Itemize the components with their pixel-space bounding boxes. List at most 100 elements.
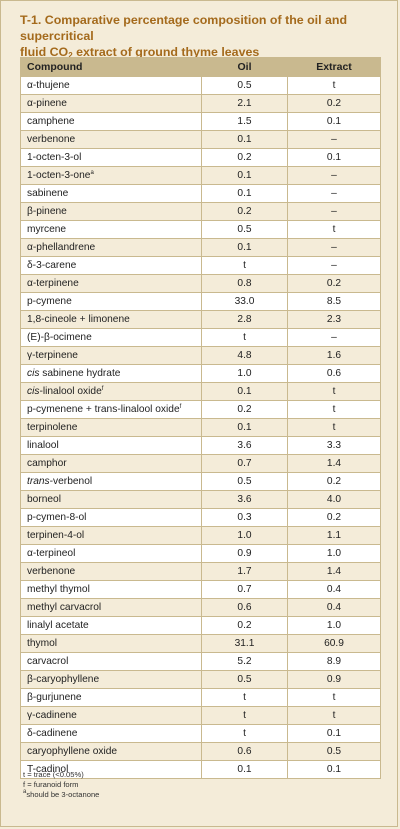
compound-name: β-caryophyllene xyxy=(27,674,100,685)
oil-value-cell: 33.0 xyxy=(201,292,288,311)
table-row: γ-cadinene t t xyxy=(20,706,381,725)
compound-cell: terpinen-4-ol xyxy=(20,526,202,545)
table-row: p-cymenene + trans-linalool oxidef 0.2 t xyxy=(20,400,381,419)
compound-cell: β-caryophyllene xyxy=(20,670,202,689)
compound-cell: α-terpineol xyxy=(20,544,202,563)
oil-value-cell: 4.8 xyxy=(201,346,288,365)
compound-cell: δ-cadinene xyxy=(20,724,202,743)
compound-prefix: cis xyxy=(27,386,40,397)
extract-value-cell: 8.5 xyxy=(287,292,381,311)
extract-value-cell: t xyxy=(287,76,381,95)
table-row: sabinene 0.1– xyxy=(20,184,381,203)
oil-value-cell: 0.7 xyxy=(201,580,288,599)
compound-cell: T-cadinol xyxy=(20,760,202,779)
table-row: trans-verbenol 0.5 0.2 xyxy=(20,472,381,491)
compound-prefix: cis xyxy=(27,368,40,379)
compound-name: linalyl acetate xyxy=(27,620,89,631)
footnote-marker: a xyxy=(23,789,27,795)
oil-value-cell: 0.1 xyxy=(201,166,288,185)
table-row: 1,8-cineole + limonene 2.8 2.3 xyxy=(20,310,381,329)
table-row: verbenone 0.1– xyxy=(20,130,381,149)
compound-cell: β-gurjunene xyxy=(20,688,202,707)
compound-cell: 1-octen-3-ol xyxy=(20,148,202,167)
table-row: α-pinene 2.1 0.2 xyxy=(20,94,381,113)
extract-value-cell: 0.4 xyxy=(287,598,381,617)
extract-value-cell: – xyxy=(287,328,381,347)
oil-value-cell: 1.0 xyxy=(201,526,288,545)
oil-value-cell: 0.5 xyxy=(201,472,288,491)
compound-cell: sabinene xyxy=(20,184,202,203)
extract-value-cell: 1.6 xyxy=(287,346,381,365)
oil-value-cell: 0.5 xyxy=(201,76,288,95)
column-header-compound: Compound xyxy=(20,57,202,77)
extract-value-cell: 4.0 xyxy=(287,490,381,509)
compound-cell: δ-3-carene xyxy=(20,256,202,275)
column-header-extract: Extract xyxy=(287,57,381,77)
table-row: verbenone 1.7 1.4 xyxy=(20,562,381,581)
compound-name: p-cymen-8-ol xyxy=(27,512,87,523)
table-row: 1-octen-3-onea 0.1– xyxy=(20,166,381,185)
compound-name: α-pinene xyxy=(27,98,67,109)
oil-value-cell: 0.5 xyxy=(201,670,288,689)
compound-name: γ-terpinene xyxy=(27,350,78,361)
footnote: ashould be 3-octanone xyxy=(23,789,99,800)
table-row: linalool 3.6 3.3 xyxy=(20,436,381,455)
extract-value-cell: 0.2 xyxy=(287,274,381,293)
footnote: f = furanoid form xyxy=(23,780,79,790)
oil-value-cell: 1.7 xyxy=(201,562,288,581)
table-row: β-pinene 0.2– xyxy=(20,202,381,221)
table-row: camphor 0.7 1.4 xyxy=(20,454,381,473)
compound-cell: borneol xyxy=(20,490,202,509)
oil-value-cell: t xyxy=(201,688,288,707)
oil-value-cell: 0.1 xyxy=(201,130,288,149)
oil-value-cell: 2.8 xyxy=(201,310,288,329)
compound-cell: γ-terpinene xyxy=(20,346,202,365)
footnote-marker: a xyxy=(90,170,94,176)
oil-value-cell: 0.2 xyxy=(201,400,288,419)
compound-name: δ-cadinene xyxy=(27,728,78,739)
extract-value-cell: – xyxy=(287,166,381,185)
compound-cell: α-pinene xyxy=(20,94,202,113)
compound-name: myrcene xyxy=(27,224,67,235)
extract-value-cell: 0.1 xyxy=(287,760,381,779)
oil-value-cell: 31.1 xyxy=(201,634,288,653)
title-line-2-a: fluid CO xyxy=(20,45,69,59)
oil-value-cell: 0.6 xyxy=(201,598,288,617)
compound-prefix: trans xyxy=(27,476,50,487)
extract-value-cell: 0.9 xyxy=(287,670,381,689)
oil-value-cell: 0.9 xyxy=(201,544,288,563)
oil-value-cell: 0.1 xyxy=(201,418,288,437)
table-title: T-1. Comparative percentage composition … xyxy=(20,12,380,60)
compound-name: camphor xyxy=(27,458,67,469)
oil-value-cell: 0.5 xyxy=(201,220,288,239)
extract-value-cell: 0.2 xyxy=(287,508,381,527)
extract-value-cell: t xyxy=(287,688,381,707)
oil-value-cell: t xyxy=(201,724,288,743)
compound-name: thymol xyxy=(27,638,58,649)
oil-value-cell: 5.2 xyxy=(201,652,288,671)
table-row: δ-3-carene t – xyxy=(20,256,381,275)
extract-value-cell: 0.6 xyxy=(287,364,381,383)
compound-cell: p-cymenene + trans-linalool oxidef xyxy=(20,400,202,419)
table-row: T-cadinol 0.1 0.1 xyxy=(20,760,381,779)
extract-value-cell: 1.0 xyxy=(287,544,381,563)
extract-value-cell: 0.1 xyxy=(287,724,381,743)
compound-cell: methyl carvacrol xyxy=(20,598,202,617)
oil-value-cell: 0.1 xyxy=(201,382,288,401)
compound-name: verbenone xyxy=(27,134,76,145)
title-line-2: fluid CO2 extract of ground thyme leaves xyxy=(20,44,380,60)
table-row: p-cymene 33.0 8.5 xyxy=(20,292,381,311)
compound-cell: terpinolene xyxy=(20,418,202,437)
table-row: α-terpinene 0.8 0.2 xyxy=(20,274,381,293)
compound-cell: 1-octen-3-onea xyxy=(20,166,202,185)
extract-value-cell: 0.1 xyxy=(287,112,381,131)
compound-name: (E)-β-ocimene xyxy=(27,332,92,343)
oil-value-cell: 0.7 xyxy=(201,454,288,473)
compound-cell: γ-cadinene xyxy=(20,706,202,725)
extract-value-cell: 0.2 xyxy=(287,94,381,113)
oil-value-cell: 3.6 xyxy=(201,490,288,509)
compound-name: sabinene xyxy=(27,188,69,199)
compound-name: β-gurjunene xyxy=(27,692,82,703)
compound-cell: α-phellandrene xyxy=(20,238,202,257)
table-row: terpinolene 0.1 t xyxy=(20,418,381,437)
